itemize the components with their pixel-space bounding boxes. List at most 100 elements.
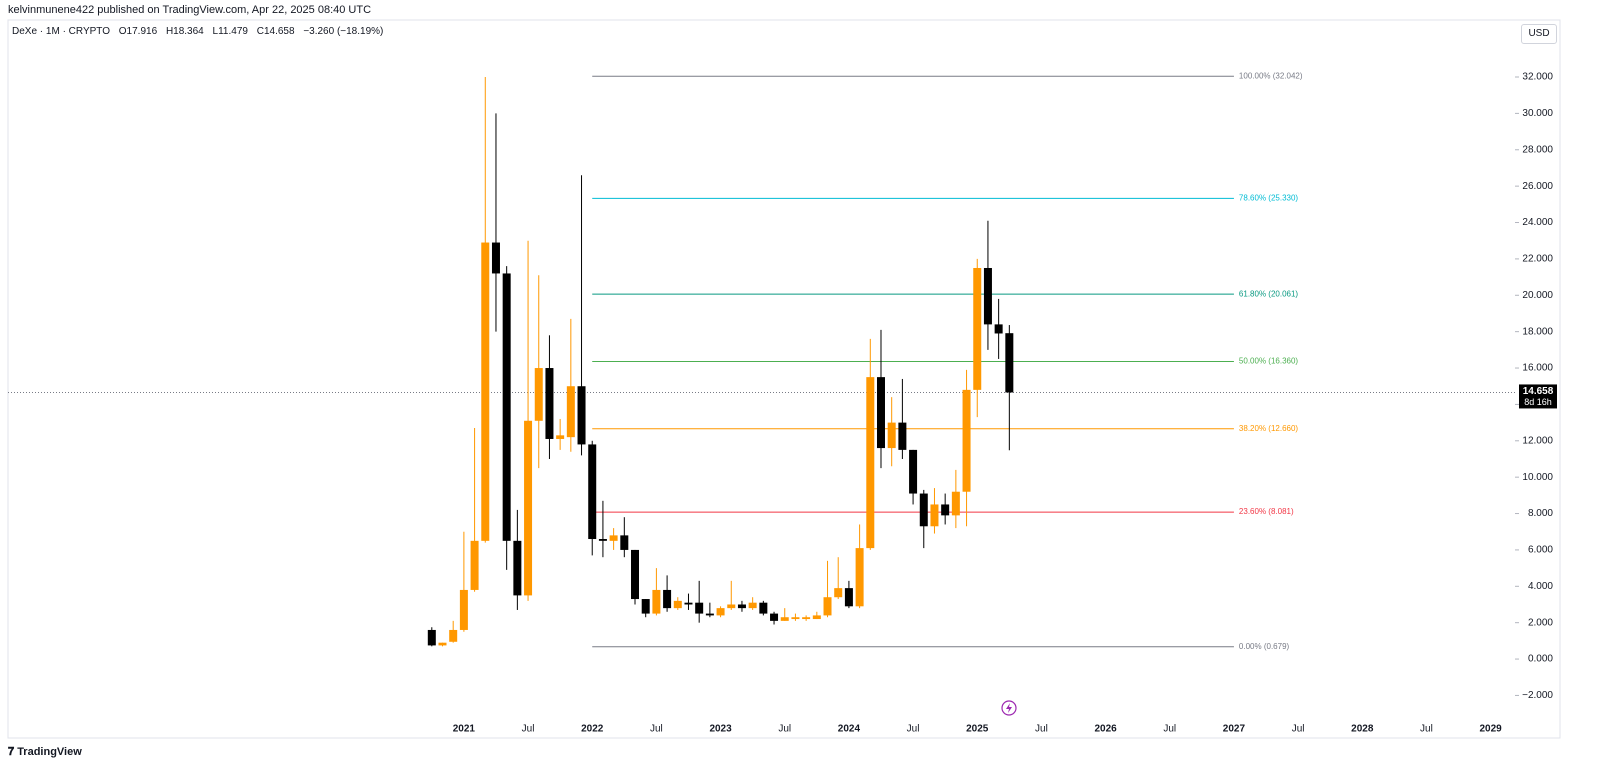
candle-body xyxy=(930,504,939,527)
ohlc-close: C14.658 xyxy=(256,26,295,37)
last-price-badge xyxy=(1519,384,1557,409)
candle-body xyxy=(620,535,629,550)
currency-button[interactable]: USD xyxy=(1521,24,1557,44)
y-tick-label: 18.000 xyxy=(1522,326,1553,337)
y-tick-label: 10.000 xyxy=(1522,472,1553,483)
candle-body xyxy=(524,420,533,596)
y-tick-label: 26.000 xyxy=(1522,181,1553,192)
candle-body xyxy=(449,629,458,642)
candle-body xyxy=(609,535,618,541)
y-tick-label: 24.000 xyxy=(1522,217,1553,228)
ohlc-open: O17.916 xyxy=(118,26,158,37)
candle-body xyxy=(513,540,522,596)
candle-body xyxy=(716,608,725,616)
candle-body xyxy=(834,588,843,598)
x-tick-label: 2021 xyxy=(453,724,476,735)
y-tick-label: 20.000 xyxy=(1522,290,1553,301)
candle-body xyxy=(566,386,575,438)
symbol-legend: DeXe · 1M · CRYPTO O17.916 H18.364 L11.4… xyxy=(12,26,389,37)
y-tick-label: 32.000 xyxy=(1522,72,1553,83)
fib-label: 78.60% (25.330) xyxy=(1239,193,1298,202)
candle-body xyxy=(737,604,746,609)
event-icon[interactable] xyxy=(1001,700,1017,716)
candle-body xyxy=(876,377,885,449)
candle-body xyxy=(663,589,672,609)
candle-body xyxy=(780,617,789,621)
candle-body xyxy=(641,599,650,614)
x-tick-label: Jul xyxy=(1292,724,1305,735)
candle-body xyxy=(459,589,468,630)
candle-body xyxy=(973,267,982,390)
y-tick-label: 8.000 xyxy=(1528,508,1553,519)
countdown-label: 8d 16h xyxy=(1524,397,1552,407)
y-tick-label: 4.000 xyxy=(1528,581,1553,592)
candle-body xyxy=(705,613,714,616)
x-tick-label: 2029 xyxy=(1479,724,1502,735)
symbol: DeXe · 1M · CRYPTO xyxy=(12,26,110,37)
x-tick-label: Jul xyxy=(1163,724,1176,735)
fib-label: 0.00% (0.679) xyxy=(1239,642,1290,651)
candle-body xyxy=(770,613,779,621)
candle-body xyxy=(748,602,757,609)
candle-body xyxy=(759,602,768,614)
candle-body xyxy=(470,540,479,590)
x-tick-label: 2028 xyxy=(1351,724,1374,735)
candle-body xyxy=(909,449,918,494)
candle-body xyxy=(598,539,607,541)
candle-body xyxy=(556,435,565,439)
x-tick-label: Jul xyxy=(907,724,920,735)
candle-body xyxy=(844,588,853,607)
ohlc-low: L11.479 xyxy=(212,26,248,37)
y-tick-label: 12.000 xyxy=(1522,435,1553,446)
candle-body xyxy=(631,549,640,600)
candle-body xyxy=(855,548,864,607)
candle-body xyxy=(534,368,543,421)
x-tick-label: 2022 xyxy=(581,724,604,735)
x-tick-label: 2026 xyxy=(1094,724,1117,735)
x-tick-label: 2027 xyxy=(1223,724,1246,735)
x-tick-label: Jul xyxy=(650,724,663,735)
change: −3.260 (−18.19%) xyxy=(303,26,384,37)
y-tick-label: 2.000 xyxy=(1528,617,1553,628)
candle-body xyxy=(887,422,896,449)
chart-frame xyxy=(7,19,1561,739)
candle-body xyxy=(502,273,511,541)
x-tick-label: Jul xyxy=(522,724,535,735)
candle-body xyxy=(802,617,811,620)
y-tick-label: 0.000 xyxy=(1528,654,1553,665)
candle-body xyxy=(1005,333,1014,393)
candle-body xyxy=(652,589,661,614)
fib-label: 23.60% (8.081) xyxy=(1239,507,1294,516)
candle-body xyxy=(684,602,693,605)
y-tick-label: 28.000 xyxy=(1522,144,1553,155)
x-tick-label: 2024 xyxy=(838,724,861,735)
candle-body xyxy=(577,386,586,445)
y-tick-label: 14.000 xyxy=(1522,399,1553,410)
candle-body xyxy=(545,368,554,439)
candle-body xyxy=(919,493,928,527)
publisher-line: kelvinmunene422 published on TradingView… xyxy=(8,4,372,16)
candle-body xyxy=(427,629,436,646)
candle-body xyxy=(791,617,800,620)
candle-body xyxy=(695,602,704,614)
brand-logo[interactable]: 𝟕 TradingView xyxy=(8,746,82,759)
candle-body xyxy=(481,242,490,541)
candle-body xyxy=(983,267,992,325)
candle-body xyxy=(491,242,500,274)
x-tick-label: Jul xyxy=(1035,724,1048,735)
ohlc-high: H18.364 xyxy=(165,26,204,37)
candle-body xyxy=(866,377,875,549)
y-tick-label: −2.000 xyxy=(1522,690,1553,701)
candle-body xyxy=(727,604,736,609)
brand-name: TradingView xyxy=(17,746,82,758)
candle-body xyxy=(588,444,597,540)
y-tick-label: 30.000 xyxy=(1522,108,1553,119)
fib-label: 50.00% (16.360) xyxy=(1239,357,1298,366)
candle-body xyxy=(438,642,447,646)
x-tick-label: Jul xyxy=(1420,724,1433,735)
y-tick-label: 22.000 xyxy=(1522,254,1553,265)
event-bolt xyxy=(1006,703,1012,713)
candle-body xyxy=(994,324,1003,334)
candle-body xyxy=(951,491,960,516)
